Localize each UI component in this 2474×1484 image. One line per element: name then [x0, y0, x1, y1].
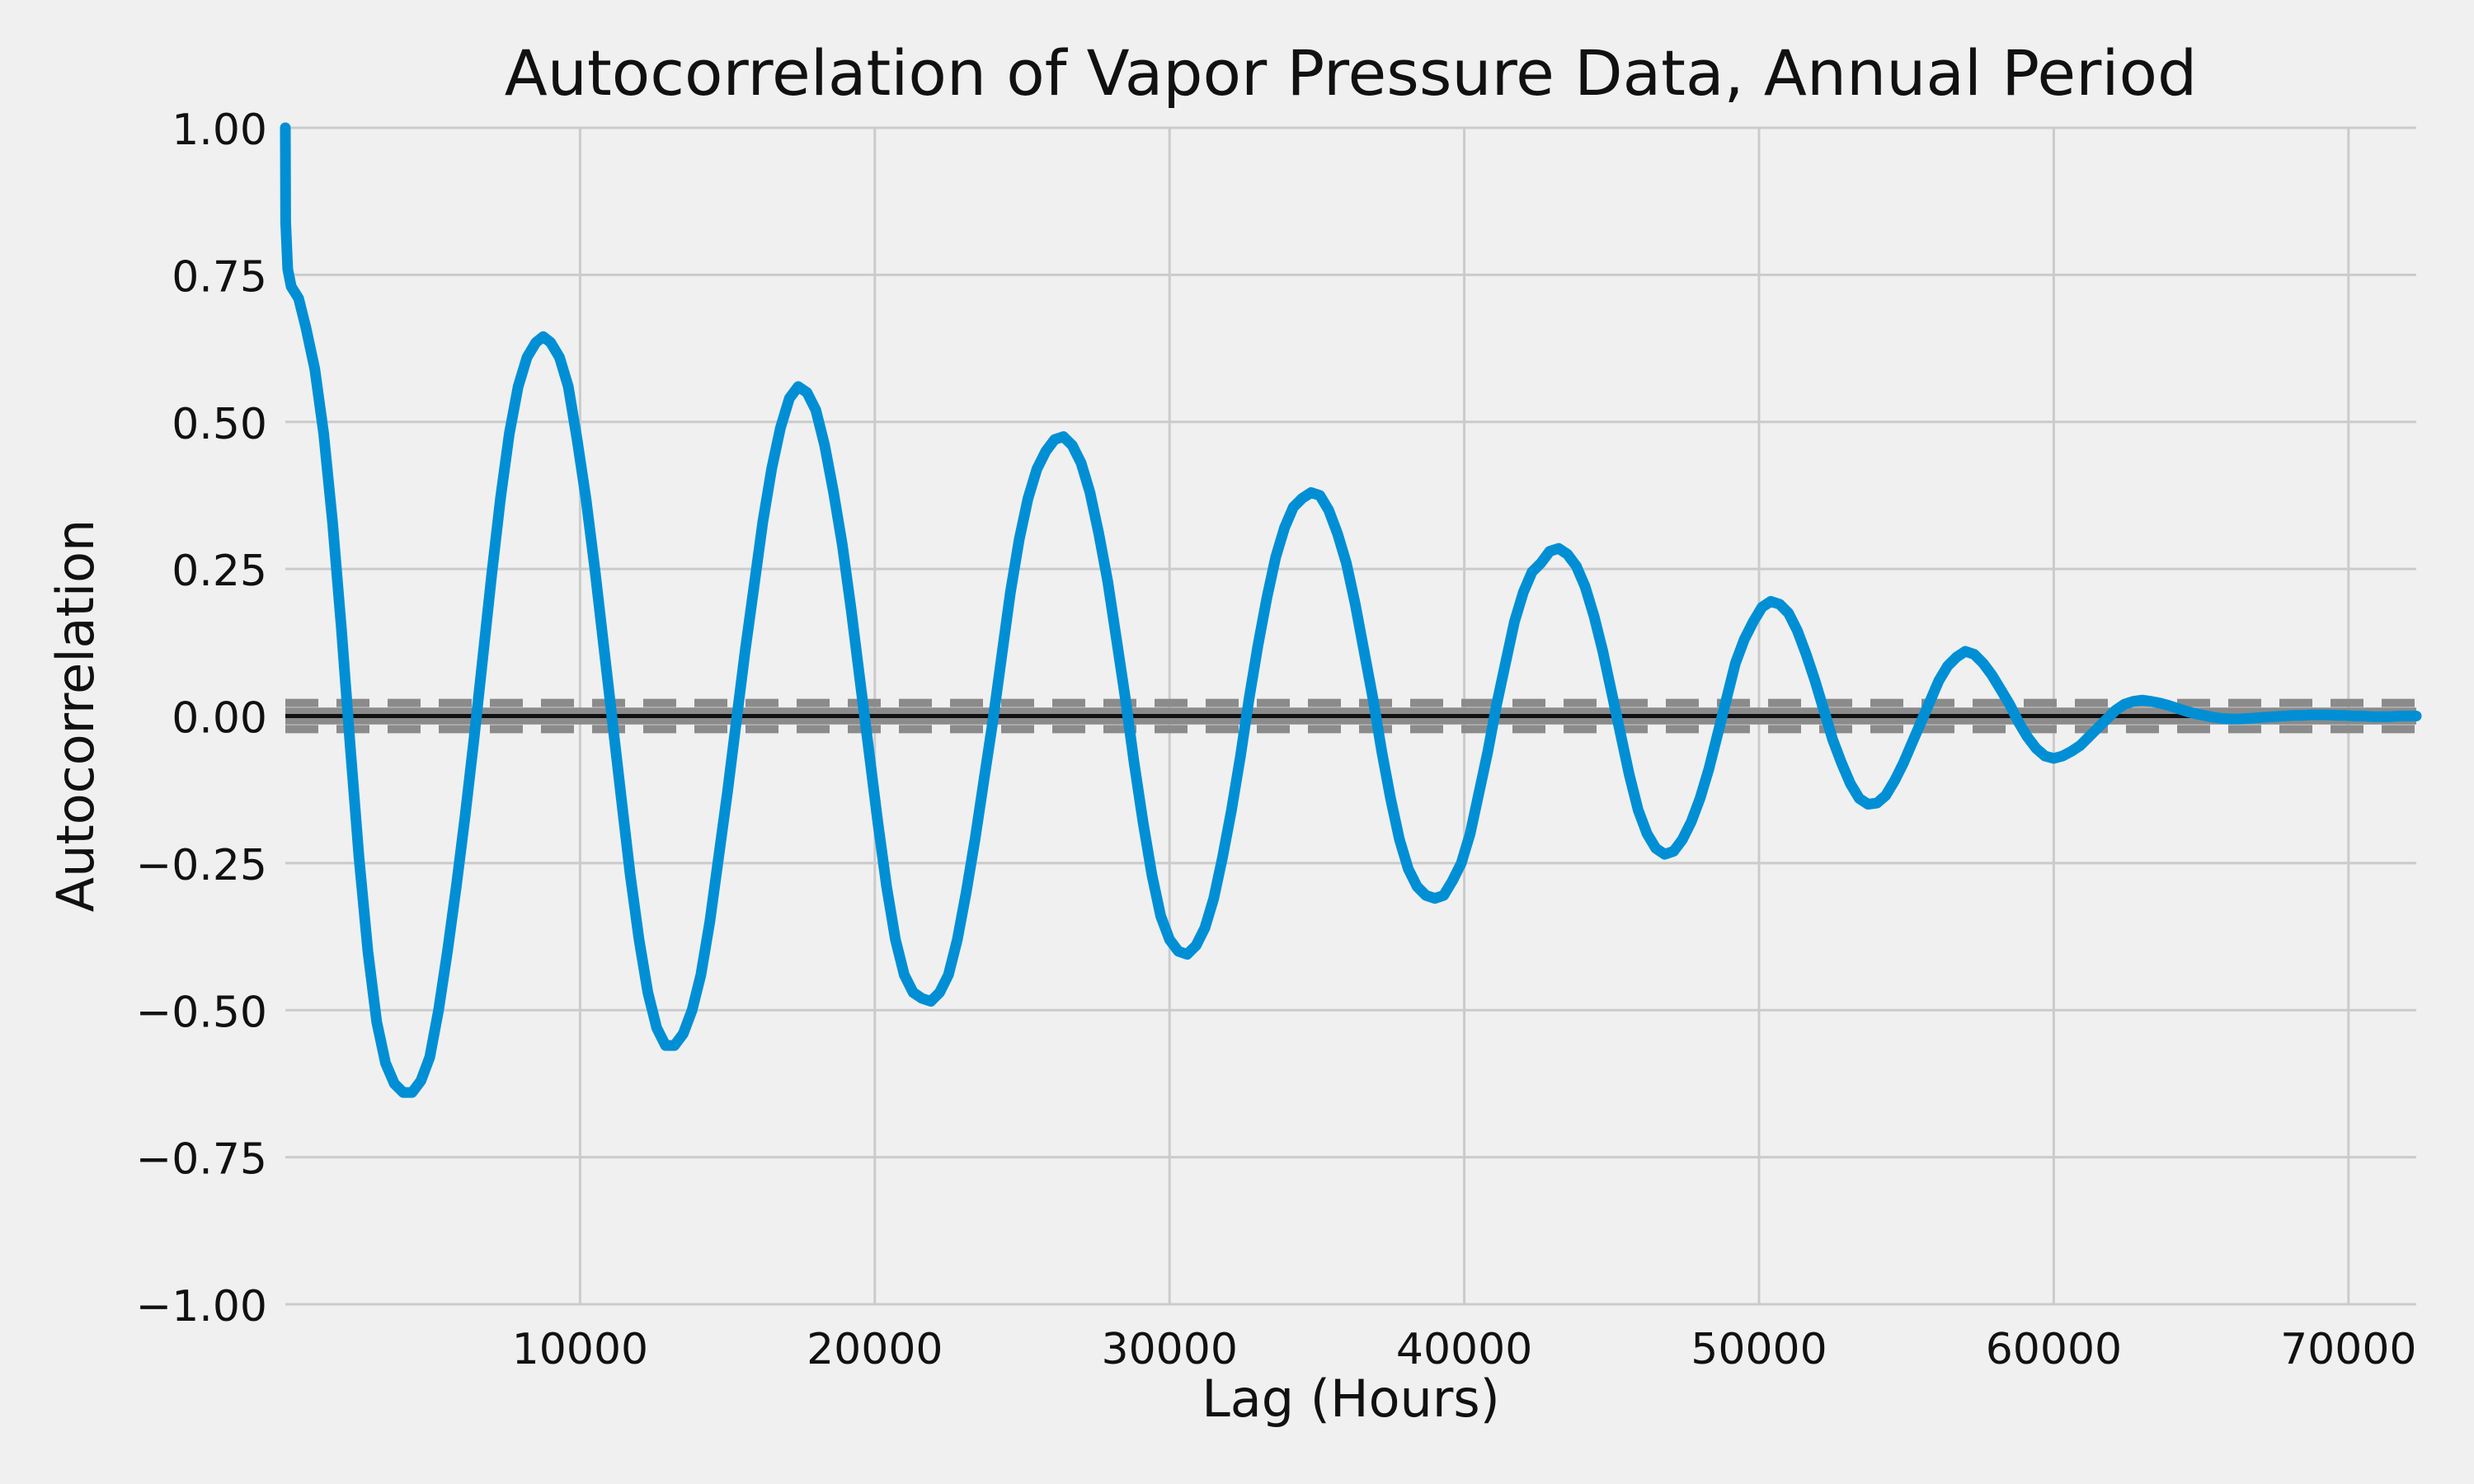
x-tick-label: 20000	[807, 1325, 943, 1374]
x-tick-label: 10000	[512, 1325, 648, 1374]
series-layer	[280, 122, 2422, 1098]
x-tick-label: 60000	[1986, 1325, 2122, 1374]
x-axis-label: Lag (Hours)	[1202, 1369, 1500, 1429]
x-tick-label: 30000	[1101, 1325, 1237, 1374]
y-tick-label: −1.00	[136, 1282, 267, 1331]
y-tick-label: 0.50	[172, 400, 267, 449]
x-tick-label: 70000	[2280, 1325, 2416, 1374]
x-tick-label: 50000	[1691, 1325, 1827, 1374]
autocorrelation-series-line	[280, 122, 2422, 1098]
y-tick-label: 0.00	[172, 694, 267, 744]
chart-title: Autocorrelation of Vapor Pressure Data, …	[505, 36, 2197, 110]
y-tick-label: 0.25	[172, 547, 267, 596]
y-tick-label: −0.50	[136, 988, 267, 1037]
confidence-band	[285, 698, 2416, 734]
x-tick-label: 40000	[1396, 1325, 1532, 1374]
tick-labels: 1.00 0.75 0.50 0.25 0.00 −0.25 −0.50 −0.75 −1.00…	[136, 106, 2417, 1374]
y-tick-label: −0.75	[136, 1135, 267, 1185]
y-tick-label: 1.00	[172, 106, 267, 155]
y-tick-label: −0.25	[136, 841, 267, 890]
y-axis-label: Autocorrelation	[45, 519, 106, 913]
y-tick-label: 0.75	[172, 252, 267, 302]
